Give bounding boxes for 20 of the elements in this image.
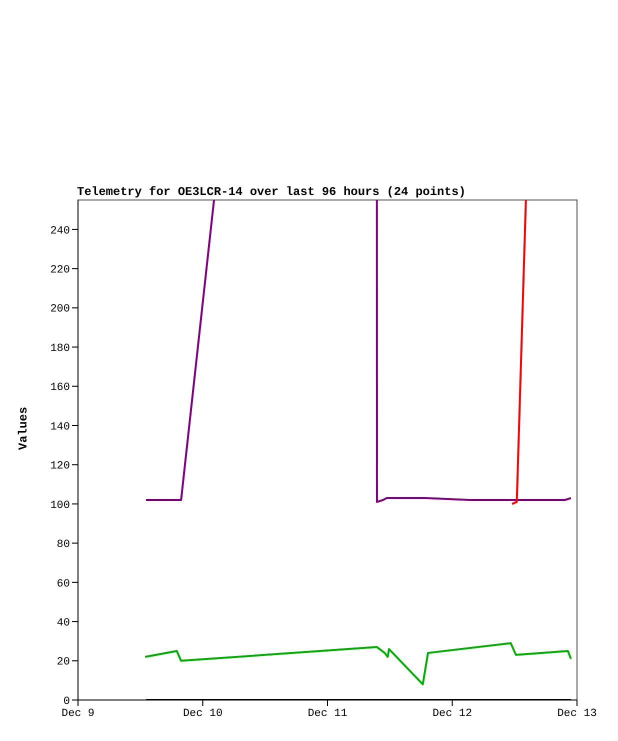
x-tick-label: Dec 12 bbox=[432, 708, 472, 720]
chart-title: Telemetry for OE3LCR-14 over last 96 hours (24 points) bbox=[77, 185, 466, 199]
y-axis-title: Values bbox=[16, 406, 30, 450]
y-tick-label: 180 bbox=[50, 342, 70, 355]
y-tick-label: 200 bbox=[50, 304, 70, 316]
x-tick-label: Dec 9 bbox=[61, 708, 95, 720]
x-tick-label: Dec 13 bbox=[557, 708, 597, 720]
y-tick-label: 60 bbox=[56, 578, 70, 590]
y-tick-label: 20 bbox=[56, 656, 70, 669]
y-tick-label: 40 bbox=[56, 617, 70, 630]
y-tick-label: 240 bbox=[50, 225, 70, 238]
x-tick-label: Dec 11 bbox=[308, 708, 348, 720]
y-tick-label: 100 bbox=[50, 500, 70, 512]
y-tick-label: 120 bbox=[50, 460, 70, 473]
x-tick-label: Dec 10 bbox=[182, 708, 223, 720]
y-tick-label: 140 bbox=[50, 421, 70, 434]
y-tick-label: 0 bbox=[63, 696, 70, 708]
y-tick-label: 220 bbox=[50, 264, 70, 277]
y-tick-label: 80 bbox=[56, 539, 70, 552]
y-tick-label: 160 bbox=[50, 382, 70, 394]
